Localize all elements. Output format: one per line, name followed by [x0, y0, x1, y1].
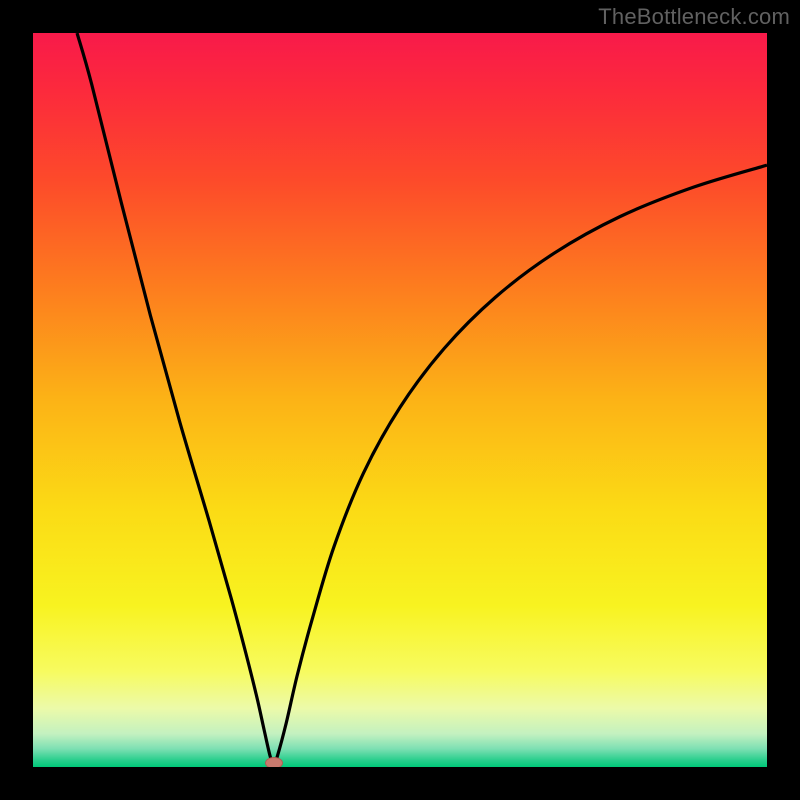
- attribution-text: TheBottleneck.com: [598, 4, 790, 30]
- minimum-marker: [265, 757, 283, 767]
- bottleneck-curve: [33, 33, 767, 767]
- plot-area: [33, 33, 767, 767]
